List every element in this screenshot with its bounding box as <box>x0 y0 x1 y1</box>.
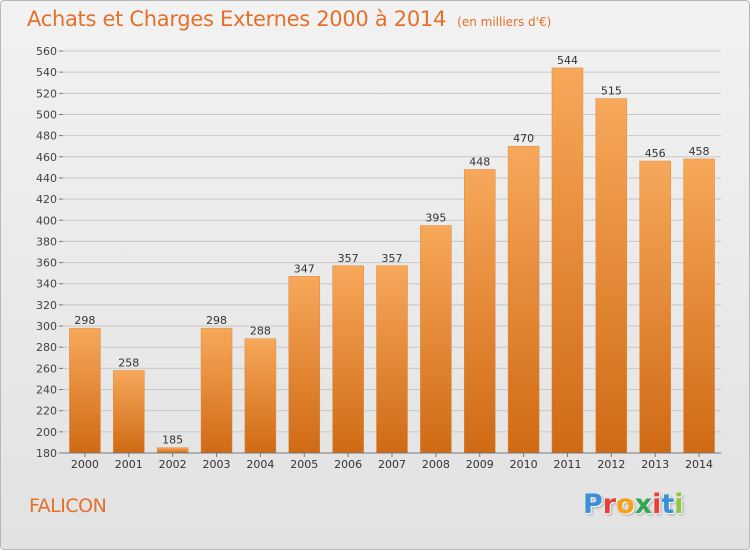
y-tick-label: 380 <box>36 235 57 248</box>
y-tick-label: 440 <box>36 172 57 185</box>
x-tick-label-2009: 2009 <box>466 458 494 471</box>
data-label-2010: 470 <box>513 132 534 145</box>
y-tick-label: 320 <box>36 299 57 312</box>
y-tick-label: 540 <box>36 66 57 79</box>
x-tick-label-2013: 2013 <box>641 458 669 471</box>
data-label-2000: 298 <box>74 314 95 327</box>
bar-2008 <box>420 225 452 454</box>
data-label-2001: 258 <box>118 356 139 369</box>
chart-subtitle: (en milliers d'€) <box>457 15 552 29</box>
logo-letter: i <box>674 489 684 520</box>
commune-name: FALICON <box>29 495 107 517</box>
data-label-2004: 288 <box>250 325 271 338</box>
data-label-2008: 395 <box>425 212 446 225</box>
y-tick-label: 240 <box>36 384 57 397</box>
proxiti-logo: Proxiti <box>583 489 684 520</box>
y-tick-label: 480 <box>36 130 57 143</box>
logo-letter: t <box>661 489 675 520</box>
data-label-2005: 347 <box>294 262 315 275</box>
bar-2003 <box>200 327 233 454</box>
data-label-2006: 357 <box>338 252 359 265</box>
data-label-2014: 458 <box>689 145 710 158</box>
y-tick-label: 400 <box>36 214 57 227</box>
bars <box>69 67 715 454</box>
x-tick-label-2012: 2012 <box>597 458 625 471</box>
bar-2006 <box>332 265 364 454</box>
x-tick-label-2003: 2003 <box>203 458 231 471</box>
logo-letter: x <box>634 489 653 520</box>
y-tick-label: 280 <box>36 341 57 354</box>
x-tick-label-2006: 2006 <box>334 458 362 471</box>
y-tick-label: 300 <box>36 320 57 333</box>
bar-2009 <box>463 169 496 454</box>
x-axis-ticks: 2000 2001 2002 2003 2004 2005 2006 2007 2008 2009… <box>71 453 713 471</box>
x-tick-label-2014: 2014 <box>685 458 713 471</box>
y-tick-label: 460 <box>36 151 57 164</box>
y-tick-label: 560 <box>36 45 57 58</box>
bar-2010 <box>507 145 540 454</box>
bar-2000 <box>69 327 101 454</box>
bar-2007 <box>376 265 408 454</box>
logo-letter: i <box>652 489 662 520</box>
x-tick-label-2007: 2007 <box>378 458 406 471</box>
bar-2011 <box>551 67 584 454</box>
x-tick-label-2011: 2011 <box>553 458 581 471</box>
bar-2004 <box>244 338 277 454</box>
bar-2014 <box>683 158 715 454</box>
title-row: Achats et Charges Externes 2000 à 2014 (… <box>27 7 551 31</box>
bar-2013 <box>639 160 671 454</box>
bar-2001 <box>113 370 145 454</box>
bar-2005 <box>288 276 321 454</box>
x-tick-label-2008: 2008 <box>422 458 450 471</box>
y-tick-label: 360 <box>36 257 57 270</box>
data-label-2007: 357 <box>382 252 403 265</box>
logo-letter: r <box>602 489 617 520</box>
logo-letter: o <box>616 489 635 520</box>
y-tick-label: 260 <box>36 362 57 375</box>
chart-title: Achats et Charges Externes 2000 à 2014 <box>27 7 447 31</box>
x-tick-label-2005: 2005 <box>290 458 318 471</box>
y-tick-label: 520 <box>36 87 57 100</box>
data-label-2003: 298 <box>206 314 227 327</box>
data-label-2012: 515 <box>601 85 622 98</box>
data-label-2011: 544 <box>557 54 578 67</box>
y-tick-label: 340 <box>36 278 57 291</box>
y-tick-label: 500 <box>36 108 57 121</box>
bar-2002 <box>156 447 189 454</box>
y-tick-label: 420 <box>36 193 57 206</box>
y-tick-label: 200 <box>36 426 57 439</box>
x-tick-label-2002: 2002 <box>159 458 187 471</box>
x-tick-label-2000: 2000 <box>71 458 99 471</box>
data-label-2002: 185 <box>162 434 183 447</box>
data-labels: 298 258 185 298 288 347 357 357 395 448 470 544 515 4… <box>74 54 709 447</box>
data-label-2013: 456 <box>645 147 666 160</box>
data-label-2009: 448 <box>469 155 490 168</box>
x-tick-label-2001: 2001 <box>115 458 143 471</box>
bar-2012 <box>595 98 628 454</box>
y-tick-label: 180 <box>36 447 57 460</box>
x-tick-label-2004: 2004 <box>246 458 274 471</box>
x-tick-label-2010: 2010 <box>510 458 538 471</box>
y-tick-label: 220 <box>36 405 57 418</box>
logo-letter: P <box>583 489 603 520</box>
y-axis-ticks: 180 200 220 240 260 280 300 320 340 360 380 400 420 4… <box>36 45 63 460</box>
